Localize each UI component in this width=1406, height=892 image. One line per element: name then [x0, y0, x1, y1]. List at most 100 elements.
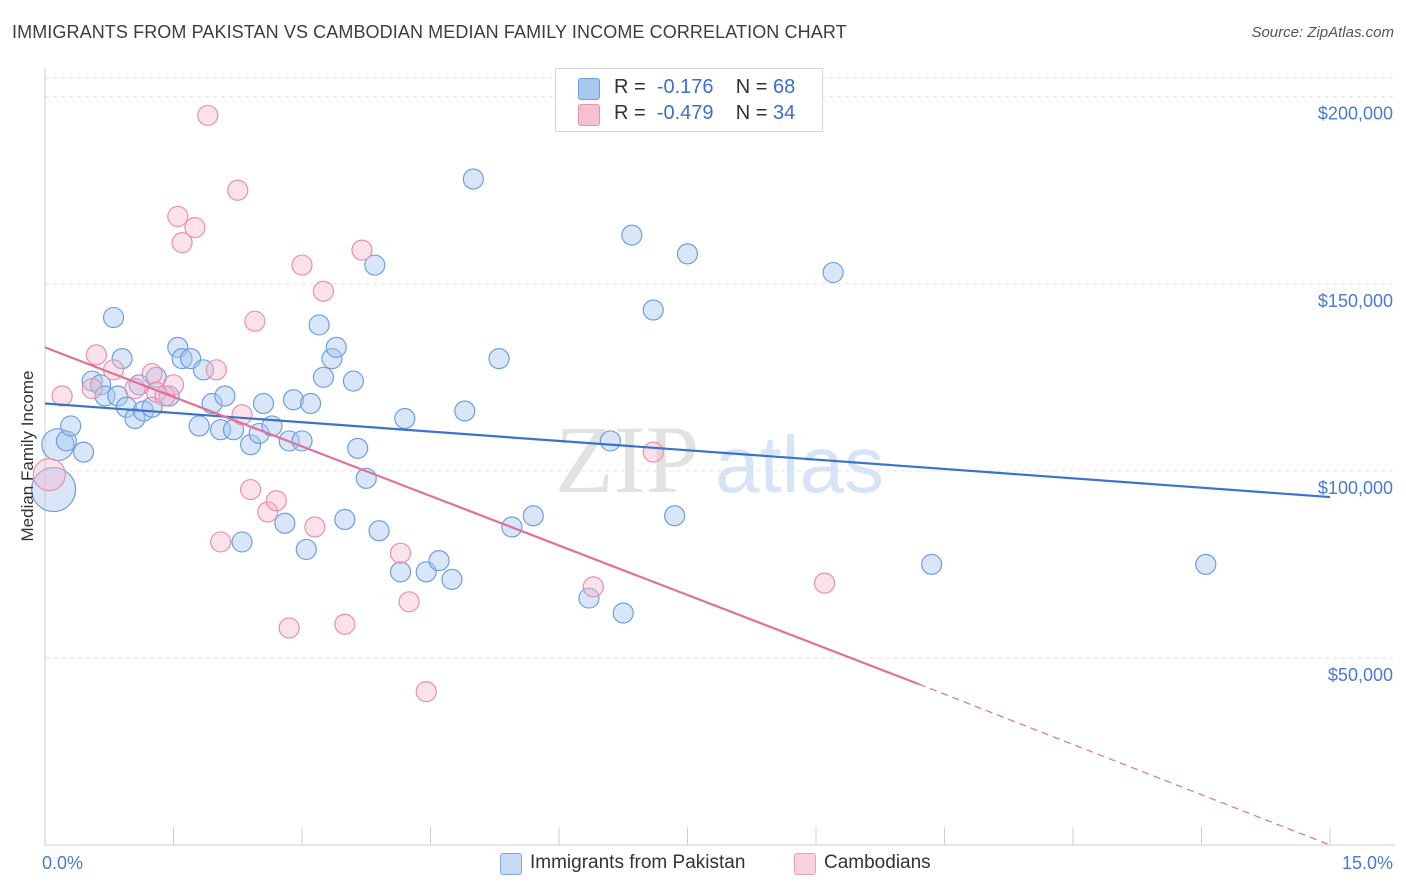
pakistan-point: [342, 370, 364, 392]
pakistan-point: [94, 385, 116, 407]
pakistan-point: [642, 299, 664, 321]
pakistan-point: [295, 538, 317, 561]
pakistan-point: [347, 437, 369, 460]
pakistan-point: [124, 407, 146, 430]
pakistan-point: [171, 348, 193, 370]
cambodians-point: [240, 478, 262, 501]
pakistan-point: [115, 396, 137, 418]
gridlines: [45, 77, 1395, 659]
pakistan-point: [428, 550, 450, 572]
pakistan-point: [192, 359, 215, 381]
pakistan-point: [274, 512, 296, 534]
pakistan-point: [612, 602, 634, 624]
pakistan-point: [188, 415, 210, 437]
pakistan-point: [822, 261, 844, 284]
watermark-atlas: atlas: [715, 420, 884, 509]
cambodians-point: [389, 542, 412, 564]
cambodians-point: [813, 572, 836, 594]
legend-swatch-cambodians: [578, 104, 600, 126]
pakistan-point: [291, 430, 313, 452]
cambodians-point: [265, 490, 287, 512]
pakistan-point: [599, 430, 622, 452]
x-tick-label: 15.0%: [1342, 853, 1393, 873]
cambodians-point: [278, 617, 300, 639]
legend-n-value: 68: [773, 76, 796, 98]
pakistan-point: [578, 587, 600, 609]
cambodians-point: [244, 310, 266, 332]
legend-r-label: R =: [614, 102, 646, 124]
pakistan-point: [210, 419, 232, 441]
legend-r-label: R =: [614, 76, 646, 98]
pakistan-point: [522, 505, 544, 527]
y-axis-label: Median Family Income: [18, 370, 37, 541]
pakistan-point: [676, 243, 699, 265]
cambodians-point: [334, 613, 356, 635]
series-cambodians-points: [32, 104, 836, 703]
series-pakistan-points: [30, 168, 1217, 624]
pakistan-point: [462, 168, 484, 190]
legend-r-value: -0.176: [656, 76, 714, 98]
bottom-legend-label-pakistan: Immigrants from Pakistan: [530, 852, 746, 873]
pakistan-point: [240, 434, 262, 456]
pakistan-point: [921, 553, 943, 575]
cambodians-point: [81, 377, 103, 400]
pakistan-point: [72, 441, 95, 463]
cambodians-point: [51, 385, 73, 407]
y-tick-label: $50,000: [1328, 665, 1393, 685]
bottom-legend-swatch-cambodians: [794, 853, 816, 875]
cambodians-point: [167, 205, 189, 228]
legend-swatch-pakistan: [578, 78, 600, 100]
pakistan-point: [102, 306, 125, 329]
cambodians-point: [141, 362, 163, 385]
pakistan-point: [312, 366, 335, 388]
legend-n-label: N =: [735, 76, 768, 98]
pakistan-point: [111, 348, 133, 370]
pakistan-point: [231, 531, 253, 553]
axes: [44, 68, 1395, 846]
pakistan-point: [368, 520, 390, 542]
pakistan-point: [299, 392, 322, 415]
cambodians-point: [227, 179, 249, 201]
y-tick-label: $150,000: [1318, 291, 1393, 311]
cambodians-point: [257, 501, 279, 523]
pakistan-point: [308, 314, 330, 336]
chart-title: IMMIGRANTS FROM PAKISTAN VS CAMBODIAN ME…: [12, 22, 847, 42]
cambodians-point: [85, 344, 108, 366]
pakistan-point: [364, 254, 386, 276]
cambodians-point: [197, 104, 219, 127]
pakistan-point: [488, 348, 510, 370]
cambodians-point: [351, 239, 373, 261]
cambodians-point: [304, 516, 326, 538]
bottom-legend-swatch-pakistan: [500, 853, 522, 875]
watermark-zip: ZIP: [555, 406, 699, 513]
cambodians-point: [398, 591, 420, 613]
pakistan-point: [201, 392, 223, 415]
pakistan-point: [252, 392, 275, 415]
cambodians-point: [184, 217, 206, 239]
pakistan-point: [214, 385, 236, 407]
cambodians-point: [210, 531, 232, 553]
trend-lines: [44, 346, 1331, 846]
cambodians-point: [582, 576, 604, 598]
pakistan-point: [389, 561, 412, 583]
pakistan-point: [621, 224, 643, 246]
source-label: Source: ZipAtlas.com: [1251, 24, 1394, 41]
cambodians-point: [171, 232, 193, 254]
cambodians-point: [32, 457, 66, 492]
cambodians-point: [162, 374, 185, 396]
pakistan-point: [1195, 553, 1217, 575]
pakistan-point: [60, 415, 82, 437]
legend-n-value: 34: [773, 102, 796, 124]
tick-labels: $50,000 $100,000 $150,000 $200,000 0.0% 15.0%: [42, 104, 1393, 873]
x-tick-label: 0.0%: [42, 853, 83, 873]
cambodians-point: [415, 680, 437, 703]
cambodians-point: [291, 254, 313, 276]
trend-line-cambodians: [44, 346, 920, 686]
cambodians-point: [231, 404, 253, 426]
cambodians-point: [642, 441, 664, 463]
watermark: ZIP atlas: [555, 406, 884, 513]
bottom-legend-label-cambodians: Cambodians: [824, 852, 931, 873]
pakistan-point: [664, 505, 686, 527]
pakistan-point: [321, 348, 343, 370]
